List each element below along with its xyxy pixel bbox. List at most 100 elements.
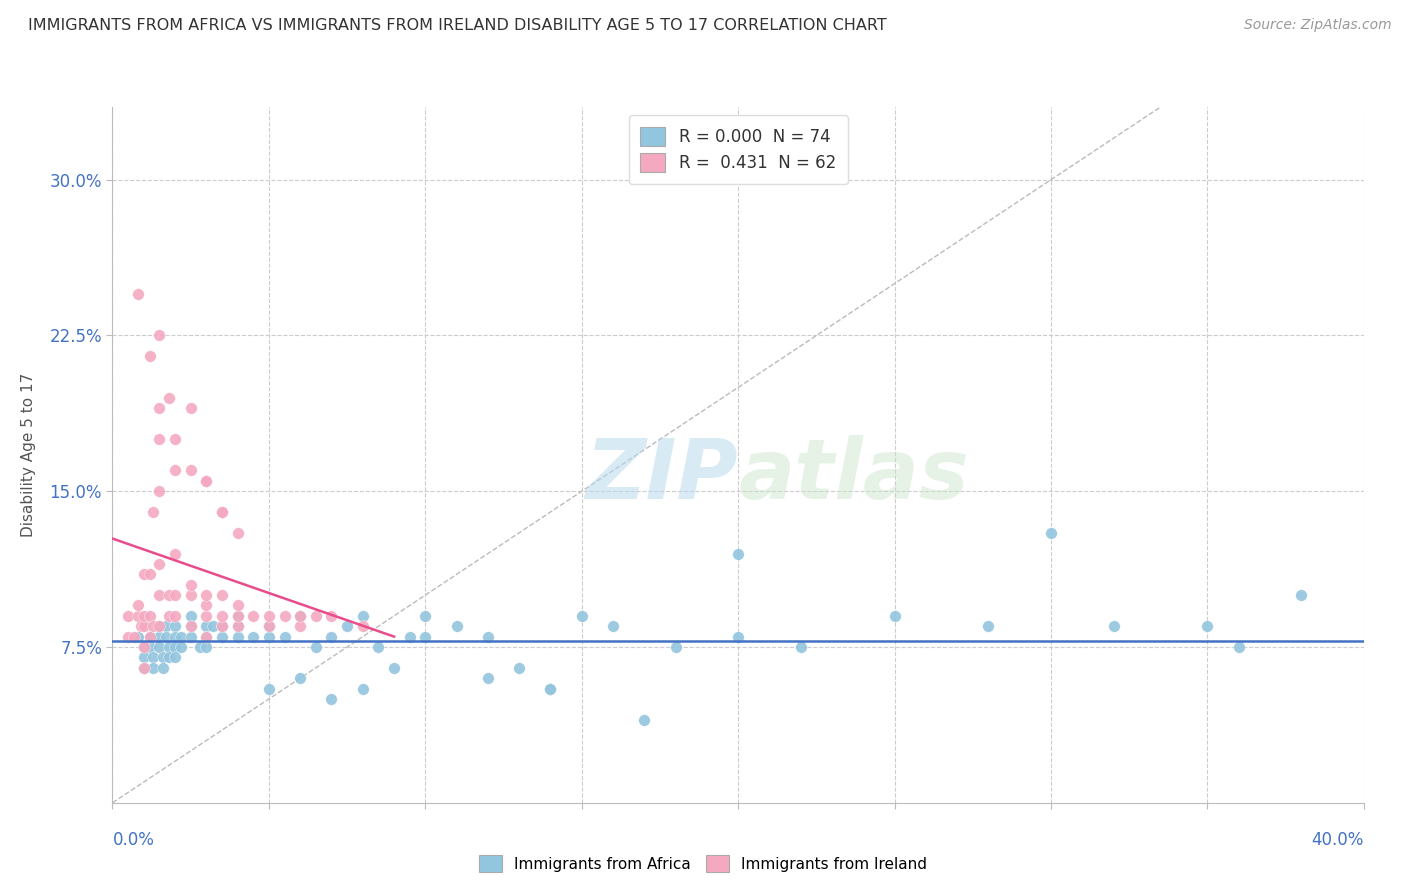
Point — [195, 599, 218, 613]
Point — [129, 619, 152, 633]
Point — [273, 608, 295, 623]
Point — [163, 463, 186, 477]
Point — [152, 650, 174, 665]
Point — [290, 608, 312, 623]
Point — [127, 630, 149, 644]
Point — [139, 630, 162, 644]
Point — [415, 630, 437, 644]
Point — [290, 671, 312, 685]
Point — [148, 484, 170, 499]
Point — [139, 630, 162, 644]
Point — [195, 619, 218, 633]
Point — [195, 588, 218, 602]
Point — [180, 619, 202, 633]
Point — [336, 619, 359, 633]
Point — [163, 619, 186, 633]
Point — [117, 630, 139, 644]
Point — [155, 619, 177, 633]
Point — [211, 619, 233, 633]
Point — [163, 547, 186, 561]
Point — [152, 661, 174, 675]
Point — [727, 547, 749, 561]
Point — [127, 287, 149, 301]
Point — [195, 608, 218, 623]
Point — [1039, 525, 1063, 540]
Point — [477, 671, 499, 685]
Point — [321, 692, 343, 706]
Point — [139, 640, 162, 654]
Point — [415, 608, 437, 623]
Text: 40.0%: 40.0% — [1312, 830, 1364, 848]
Point — [1227, 640, 1250, 654]
Text: ZIP: ZIP — [585, 435, 738, 516]
Point — [157, 588, 180, 602]
Point — [242, 608, 264, 623]
Point — [148, 557, 170, 571]
Point — [132, 661, 155, 675]
Point — [508, 661, 530, 675]
Point — [148, 433, 170, 447]
Point — [195, 630, 218, 644]
Point — [1291, 588, 1313, 602]
Point — [226, 619, 249, 633]
Point — [163, 640, 186, 654]
Point — [211, 630, 233, 644]
Point — [148, 630, 170, 644]
Point — [321, 608, 343, 623]
Point — [321, 630, 343, 644]
Point — [180, 630, 202, 644]
Point — [352, 681, 374, 696]
Point — [180, 463, 202, 477]
Point — [139, 608, 162, 623]
Point — [132, 640, 155, 654]
Point — [226, 619, 249, 633]
Point — [290, 619, 312, 633]
Point — [132, 619, 155, 633]
Point — [195, 474, 218, 488]
Point — [124, 630, 146, 644]
Point — [180, 608, 202, 623]
Point — [132, 650, 155, 665]
Legend: Immigrants from Africa, Immigrants from Ireland: Immigrants from Africa, Immigrants from … — [471, 847, 935, 880]
Point — [148, 619, 170, 633]
Point — [367, 640, 389, 654]
Text: atlas: atlas — [738, 435, 969, 516]
Point — [180, 588, 202, 602]
Point — [226, 599, 249, 613]
Point — [727, 630, 749, 644]
Y-axis label: Disability Age 5 to 17: Disability Age 5 to 17 — [21, 373, 35, 537]
Point — [257, 619, 280, 633]
Point — [398, 630, 420, 644]
Point — [540, 681, 562, 696]
Point — [148, 619, 170, 633]
Point — [163, 608, 186, 623]
Point — [195, 630, 218, 644]
Point — [195, 640, 218, 654]
Point — [226, 608, 249, 623]
Point — [352, 608, 374, 623]
Point — [290, 608, 312, 623]
Point — [148, 640, 170, 654]
Point — [226, 630, 249, 644]
Point — [305, 640, 328, 654]
Point — [257, 608, 280, 623]
Point — [226, 608, 249, 623]
Point — [273, 630, 295, 644]
Point — [148, 588, 170, 602]
Point — [883, 608, 905, 623]
Point — [257, 619, 280, 633]
Text: 0.0%: 0.0% — [112, 830, 155, 848]
Point — [195, 474, 218, 488]
Point — [142, 650, 165, 665]
Point — [602, 619, 624, 633]
Point — [163, 630, 186, 644]
Point — [790, 640, 813, 654]
Point — [633, 713, 655, 727]
Point — [188, 640, 211, 654]
Point — [127, 599, 149, 613]
Point — [257, 630, 280, 644]
Point — [180, 401, 202, 416]
Point — [170, 630, 193, 644]
Point — [163, 588, 186, 602]
Point — [201, 619, 224, 633]
